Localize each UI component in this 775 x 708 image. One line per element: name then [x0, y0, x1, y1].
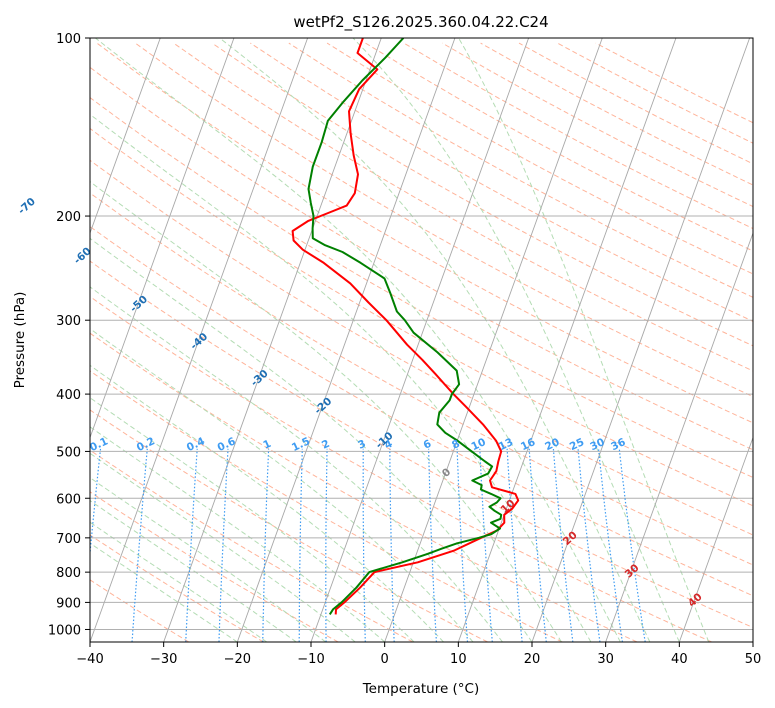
y-tick-label: 200 — [56, 210, 81, 225]
y-tick-label: 400 — [56, 388, 81, 403]
x-tick-label: −10 — [297, 652, 324, 667]
dry-adiabat — [211, 42, 753, 347]
mixing-ratio-line — [618, 448, 646, 642]
chart-title: wetPf2_S126.2025.360.04.22.C24 — [293, 13, 548, 32]
y-tick-label: 1000 — [48, 623, 81, 638]
mixing-ratio-label: 36 — [609, 436, 627, 453]
y-tick-label: 900 — [56, 596, 81, 611]
dry-adiabat — [288, 42, 753, 298]
dry-adiabat — [90, 332, 638, 642]
dry-adiabat — [90, 534, 264, 642]
y-axis-label: Pressure (hPa) — [12, 292, 28, 389]
x-tick-label: −30 — [150, 652, 177, 667]
mixing-ratio-label: 10 — [469, 436, 487, 453]
mixing-ratio-label: 16 — [519, 436, 537, 453]
dry-adiabat — [90, 260, 753, 629]
y-tick-label: 500 — [56, 445, 81, 460]
dry-adiabat — [90, 225, 753, 597]
moist-adiabat — [90, 237, 533, 642]
dry-adiabat — [90, 66, 753, 451]
x-tick-label: 30 — [597, 652, 614, 667]
moist-adiabat — [90, 477, 326, 642]
y-tick-label: 800 — [56, 566, 81, 581]
mixing-ratio-label: 20 — [543, 436, 561, 453]
isotherm-line — [90, 38, 161, 235]
mixing-ratio-label: 30 — [588, 436, 606, 453]
dry-adiabat — [90, 409, 488, 642]
isotherm-line — [163, 38, 382, 642]
moist-adiabat — [458, 38, 710, 642]
mixing-ratio-label: 1 — [261, 438, 273, 452]
x-tick-label: 40 — [671, 652, 688, 667]
dry-adiabat — [90, 192, 753, 566]
x-tick-label: −40 — [76, 652, 103, 667]
isotherm-line — [531, 38, 751, 642]
dry-adiabat — [173, 42, 753, 372]
isotherm-line — [310, 38, 530, 642]
moist-adiabat — [90, 328, 474, 642]
mixing-ratio-label: 2 — [320, 438, 332, 452]
moist-adiabat — [90, 364, 444, 642]
y-tick-label: 100 — [56, 32, 81, 47]
mixing-ratio-label: 13 — [497, 436, 515, 453]
y-tick-label: 700 — [56, 532, 81, 547]
moist-adiabat — [219, 38, 651, 642]
isotherm-line — [236, 38, 456, 642]
mixing-ratio-label: 3 — [356, 438, 368, 452]
plot-frame — [89, 37, 754, 643]
mixing-ratio-label: 8 — [450, 438, 462, 452]
mixing-ratio-label: 25 — [568, 436, 586, 453]
isotherm-line — [90, 38, 235, 439]
x-tick-label: 20 — [524, 652, 541, 667]
axes: −40 −30 −20 −10 0 10 20 30 40 50 100 200 300 400 500 60… — [48, 32, 761, 667]
x-tick-label: −20 — [224, 652, 251, 667]
isotherm-line — [605, 231, 753, 642]
dry-adiabat — [90, 96, 753, 478]
isotherm-line — [678, 436, 753, 642]
data-series — [291, 38, 520, 615]
mixing-ratio-label: 4 — [383, 438, 395, 452]
moist-adiabat — [90, 113, 592, 642]
dry-adiabat — [90, 370, 563, 642]
dry-adiabat — [90, 449, 414, 642]
isotherm-line — [90, 38, 309, 642]
dewpoint-profile-line — [307, 38, 503, 615]
moist-adiabat — [352, 38, 680, 642]
dry-adiabat — [90, 127, 753, 507]
moist-adiabat — [90, 542, 238, 642]
x-tick-label: 10 — [450, 652, 467, 667]
isotherm-line — [384, 38, 603, 642]
isotherm-line — [457, 38, 677, 642]
moist-adiabat — [90, 397, 415, 642]
moist-adiabat — [90, 452, 356, 642]
moist-adiabat — [95, 38, 621, 642]
x-tick-label: 0 — [381, 652, 389, 667]
y-tick-label: 600 — [56, 492, 81, 507]
x-axis-label: Temperature (°C) — [362, 681, 480, 697]
y-tick-label: 300 — [56, 314, 81, 329]
mixing-ratio-label: 6 — [422, 438, 434, 452]
moist-adiabat — [90, 180, 562, 642]
dry-adiabat — [250, 42, 753, 322]
x-tick-label: 50 — [745, 652, 762, 667]
